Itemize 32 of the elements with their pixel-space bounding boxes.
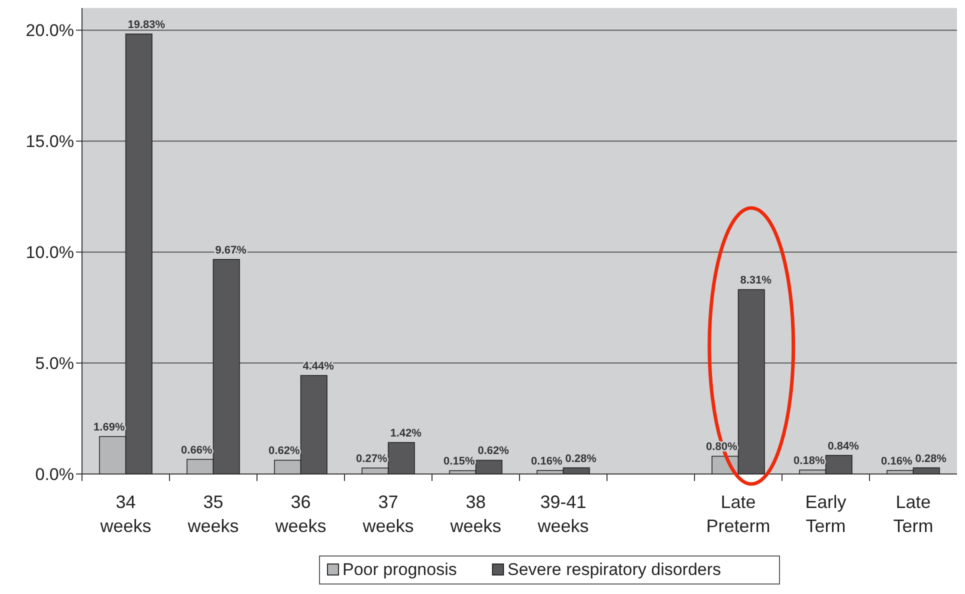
data-label: 0.84% [828,440,860,452]
x-tick-label: Late Preterm [706,492,770,536]
data-label: 0.18% [794,455,825,468]
data-label: 19.83% [128,18,166,31]
data-label: 0.16% [531,455,562,468]
data-label: 0.66% [181,444,212,456]
y-tick-label: 20.0% [26,21,74,40]
y-tick-label: 15.0% [26,132,74,152]
data-label: 1.42% [390,427,422,440]
data-label: 0.28% [565,452,597,465]
data-label: 8.31% [740,274,772,287]
y-tick-label: 5.0% [35,354,74,373]
data-label: 0.62% [478,445,510,458]
legend-label: Poor prognosis [342,560,457,579]
data-label: 0.62% [268,445,300,458]
data-label: 1.69% [94,422,125,434]
x-tick-label: 39-41 weeks [536,492,589,536]
x-tick-label: Late Term [893,492,934,536]
data-label: 0.27% [356,453,388,466]
x-tick-label: 35 weeks [186,492,239,536]
y-tick-label: 10.0% [26,243,74,262]
legend-label: Severe respiratory disorders [508,560,722,579]
y-tick-label: 0.0% [35,464,74,484]
x-tick-label: 37 weeks [362,492,414,536]
data-label: 0.28% [915,452,947,465]
x-tick-label: 36 weeks [274,492,326,536]
data-label: 0.15% [444,456,475,468]
x-tick-label: 34 weeks [99,492,152,536]
data-label: 4.44% [302,360,334,372]
data-label: 0.16% [881,455,912,468]
x-tick-label: 38 weeks [449,492,502,536]
x-tick-label: Early Term [805,492,846,536]
